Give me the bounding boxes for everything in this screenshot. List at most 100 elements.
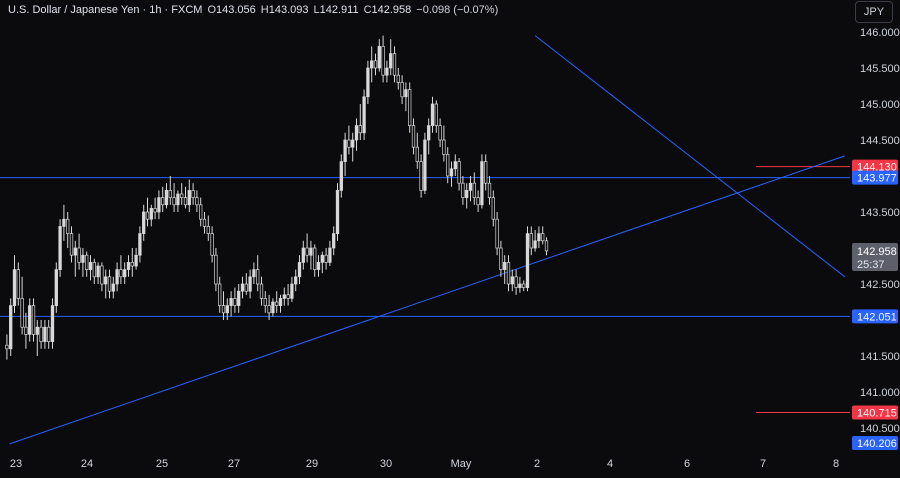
open-value: 143.056 bbox=[216, 4, 256, 16]
price-badge-blue-label: 142.051 bbox=[857, 311, 897, 323]
candle-body bbox=[472, 182, 476, 198]
candle-body bbox=[66, 218, 70, 234]
candle-body bbox=[16, 269, 20, 299]
candle bbox=[396, 68, 400, 90]
candle-body bbox=[518, 283, 522, 288]
candle bbox=[24, 312, 28, 349]
candle bbox=[62, 204, 66, 241]
candle-body bbox=[514, 276, 518, 288]
candle-body bbox=[461, 182, 465, 198]
candle bbox=[183, 186, 188, 209]
candle bbox=[537, 226, 541, 248]
candle bbox=[525, 226, 530, 292]
candle-body bbox=[240, 283, 245, 292]
candle-body bbox=[335, 190, 340, 234]
candle-body bbox=[50, 305, 55, 342]
high-label: H bbox=[260, 4, 269, 16]
x-tick-label: 8 bbox=[833, 458, 839, 470]
candle bbox=[320, 251, 324, 274]
candle bbox=[138, 226, 142, 263]
candle bbox=[419, 154, 423, 198]
candle-body bbox=[427, 125, 431, 141]
candle bbox=[385, 60, 389, 83]
x-tick-label: 25 bbox=[156, 458, 168, 470]
candle bbox=[430, 96, 435, 133]
candle bbox=[153, 197, 157, 220]
candle bbox=[366, 60, 370, 104]
candle bbox=[252, 262, 256, 284]
y-tick-label: 142.500 bbox=[860, 279, 900, 291]
candle-body bbox=[218, 283, 222, 306]
candle-body bbox=[43, 326, 47, 342]
current-price-label: 142.958 bbox=[857, 246, 897, 258]
candle bbox=[362, 89, 366, 140]
candle-body bbox=[149, 208, 153, 220]
candle-body bbox=[480, 161, 484, 206]
candle-body bbox=[172, 197, 176, 206]
low-label: L bbox=[313, 4, 320, 16]
candle bbox=[518, 276, 522, 293]
y-tick-label: 145.500 bbox=[860, 63, 900, 75]
candle bbox=[256, 255, 260, 292]
candle bbox=[343, 132, 347, 176]
candle-body bbox=[373, 60, 378, 69]
candle bbox=[77, 233, 81, 270]
low-value: 142.911 bbox=[319, 4, 359, 16]
price-badge-red-label: 144.130 bbox=[857, 162, 897, 174]
candle-body bbox=[126, 262, 131, 270]
candle-body bbox=[415, 146, 419, 162]
candle bbox=[233, 287, 237, 313]
candle bbox=[491, 190, 495, 227]
candle-body bbox=[286, 294, 290, 299]
currency-button[interactable]: JPY bbox=[855, 1, 893, 23]
candle bbox=[324, 248, 328, 270]
candle-body bbox=[305, 247, 309, 256]
candle bbox=[495, 212, 499, 256]
candle-body bbox=[85, 254, 89, 270]
candle-body bbox=[275, 301, 279, 306]
candle bbox=[358, 104, 362, 140]
candle bbox=[12, 255, 17, 313]
candle bbox=[286, 284, 290, 306]
candle-body bbox=[354, 125, 359, 141]
candle-body bbox=[142, 211, 146, 234]
candle bbox=[31, 298, 36, 342]
candle-body bbox=[134, 254, 138, 267]
price-badge-red: 144.130 bbox=[852, 159, 898, 174]
candle bbox=[180, 183, 184, 205]
candle-body bbox=[195, 197, 199, 206]
candle bbox=[381, 35, 385, 83]
candle bbox=[240, 276, 245, 299]
candle bbox=[142, 204, 146, 241]
candle bbox=[271, 298, 275, 317]
candle-body bbox=[347, 139, 351, 148]
candle bbox=[449, 161, 454, 187]
price-badge-blue-label: 140.206 bbox=[857, 438, 897, 450]
candle bbox=[328, 240, 332, 266]
close-value: 142.958 bbox=[371, 4, 412, 16]
change-value: −0.098 (−0.07%) bbox=[416, 4, 499, 16]
candle-body bbox=[73, 247, 77, 256]
candle-body bbox=[237, 290, 241, 306]
candle bbox=[81, 248, 85, 277]
candle-body bbox=[438, 125, 442, 141]
candle-body bbox=[343, 139, 347, 162]
candle-body bbox=[176, 193, 180, 206]
candle-body bbox=[396, 74, 400, 83]
candle-body bbox=[537, 233, 541, 242]
x-tick-label: 2 bbox=[534, 458, 540, 470]
candle bbox=[533, 230, 537, 252]
candle bbox=[438, 118, 442, 148]
candle-body bbox=[400, 82, 404, 98]
candle-body bbox=[183, 197, 188, 206]
candle bbox=[73, 240, 77, 277]
candle-body bbox=[35, 326, 39, 335]
candle bbox=[522, 280, 526, 292]
candle-body bbox=[316, 262, 321, 270]
countdown-label: 25:37 bbox=[857, 259, 885, 271]
candle-body bbox=[9, 305, 13, 350]
candle-body bbox=[157, 197, 161, 213]
candle bbox=[157, 190, 161, 220]
